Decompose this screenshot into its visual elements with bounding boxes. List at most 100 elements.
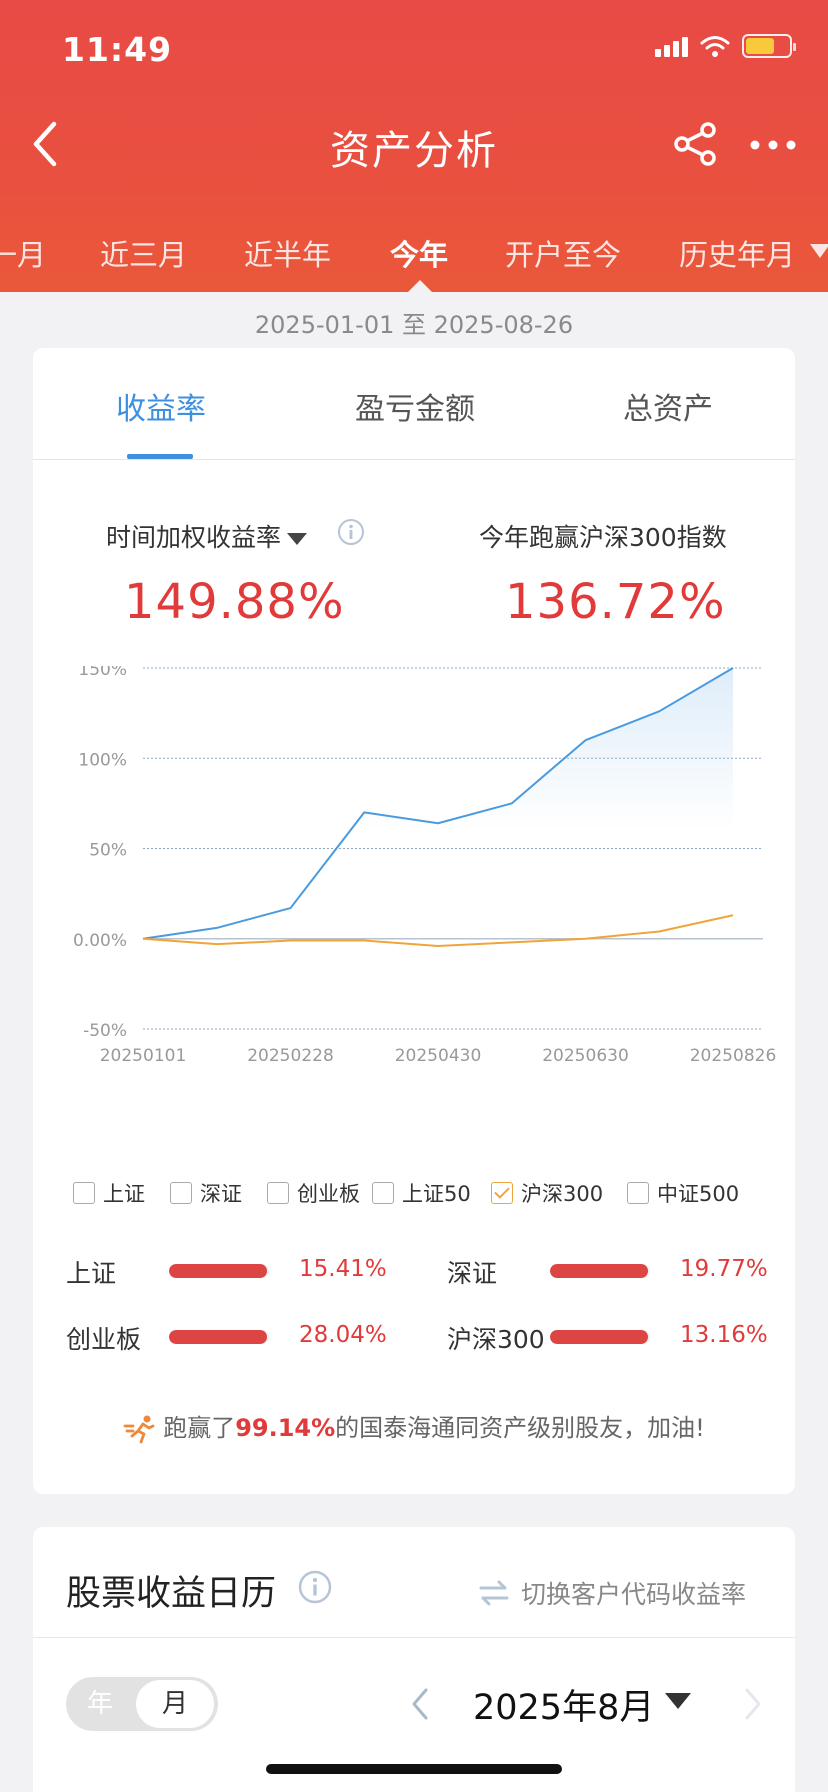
index-row-shenzhen: 深证 19.77% bbox=[447, 1250, 817, 1290]
index-row-chinext: 创业板 28.04% bbox=[66, 1316, 436, 1356]
tab-underline bbox=[127, 454, 193, 459]
checkbox[interactable] bbox=[267, 1182, 289, 1204]
tab-half-year[interactable]: 近半年 bbox=[244, 238, 332, 272]
series-line-csi300 bbox=[142, 914, 734, 947]
x-tick-label: 20250101 bbox=[100, 1046, 187, 1066]
header: 11:49 资产分析 一月 近三月 近半年 今年 开户至今 历史年月 bbox=[0, 0, 828, 292]
switch-code-button[interactable]: 切换客户代码收益率 bbox=[479, 1575, 746, 1611]
series-area bbox=[143, 668, 733, 939]
dropdown-icon bbox=[287, 533, 308, 545]
x-tick-label: 20250826 bbox=[690, 1046, 777, 1066]
x-tick-label: 20250630 bbox=[542, 1046, 629, 1066]
more-icon[interactable] bbox=[748, 130, 798, 160]
legend-label: 上证50 bbox=[402, 1182, 471, 1206]
divider bbox=[33, 1637, 795, 1638]
legend-label: 上证 bbox=[103, 1182, 145, 1206]
runner-icon bbox=[123, 1415, 155, 1444]
index-row-csi300: 沪深300 13.16% bbox=[447, 1316, 817, 1356]
legend-item-3[interactable]: 上证50 bbox=[372, 1178, 471, 1208]
checkbox[interactable] bbox=[627, 1182, 649, 1204]
legend-label: 中证500 bbox=[657, 1182, 740, 1206]
period-tabs: 一月 近三月 近半年 今年 开户至今 历史年月 bbox=[0, 232, 828, 280]
y-tick-label: 100% bbox=[78, 750, 127, 770]
legend-item-4[interactable]: 沪深300 bbox=[491, 1178, 603, 1208]
home-indicator bbox=[266, 1764, 562, 1774]
date-range: 2025-01-01 至 2025-08-26 bbox=[254, 311, 574, 339]
tab-this-year[interactable]: 今年 bbox=[390, 238, 449, 272]
index-legend: 上证 深证 创业板 上证50 沪深300 中证500 bbox=[33, 1178, 795, 1218]
active-tab-indicator bbox=[408, 280, 432, 292]
index-name: 深证 bbox=[447, 1259, 498, 1288]
chevron-left-icon[interactable] bbox=[408, 1687, 432, 1721]
y-tick-label: -50% bbox=[83, 1021, 127, 1041]
checkbox[interactable] bbox=[170, 1182, 192, 1204]
info-icon[interactable] bbox=[337, 518, 365, 546]
checkbox[interactable] bbox=[491, 1182, 513, 1204]
back-icon[interactable] bbox=[26, 118, 66, 170]
index-bar bbox=[169, 1330, 269, 1344]
month-dropdown-icon[interactable] bbox=[665, 1693, 691, 1709]
swap-icon bbox=[479, 1580, 509, 1606]
share-icon[interactable] bbox=[672, 120, 720, 168]
calendar-card: 股票收益日历 切换客户代码收益率 年 月 2025年8月 bbox=[33, 1527, 795, 1792]
beat-message: 跑赢了99.14%的国泰海通同资产级别股友，加油! bbox=[33, 1408, 795, 1444]
index-name: 上证 bbox=[66, 1259, 117, 1288]
tab-history[interactable]: 历史年月 bbox=[679, 238, 796, 272]
series-line-return bbox=[142, 667, 734, 940]
legend-item-5[interactable]: 中证500 bbox=[627, 1178, 739, 1208]
index-bar bbox=[550, 1264, 650, 1278]
tab-three-months[interactable]: 近三月 bbox=[100, 238, 188, 272]
metric-tabs: 收益率 盈亏金额 总资产 bbox=[33, 348, 795, 460]
index-row-shanghai: 上证 15.41% bbox=[66, 1250, 436, 1290]
index-value: 13.16% bbox=[680, 1322, 768, 1348]
legend-item-2[interactable]: 创业板 bbox=[267, 1178, 360, 1208]
x-tick-label: 20250430 bbox=[395, 1046, 482, 1066]
beat-index-value: 136.72% bbox=[505, 574, 726, 630]
status-icons bbox=[655, 34, 796, 58]
x-tick-label: 20250228 bbox=[247, 1046, 334, 1066]
cellular-signal-icon bbox=[655, 35, 688, 57]
legend-label: 创业板 bbox=[297, 1182, 360, 1206]
chevron-right-icon[interactable] bbox=[741, 1687, 765, 1721]
tab-return-rate[interactable]: 收益率 bbox=[116, 392, 206, 427]
switch-code-label: 切换客户代码收益率 bbox=[521, 1580, 747, 1609]
return-type-selector[interactable]: 时间加权收益率 bbox=[106, 518, 308, 554]
returns-card: 收益率 盈亏金额 总资产 时间加权收益率 今年跑赢沪深300指数 149.88%… bbox=[33, 348, 795, 1494]
beat-suffix: 的国泰海通同资产级别股友，加油! bbox=[335, 1414, 705, 1442]
month-option[interactable]: 月 bbox=[136, 1680, 214, 1728]
beat-index-label: 今年跑赢沪深300指数 bbox=[479, 523, 727, 552]
y-tick-label: 50% bbox=[89, 841, 127, 861]
info-icon[interactable] bbox=[297, 1569, 333, 1605]
index-value: 28.04% bbox=[299, 1322, 387, 1348]
return-rate-value: 149.88% bbox=[124, 574, 345, 630]
index-name: 沪深300 bbox=[447, 1325, 545, 1354]
index-value: 19.77% bbox=[680, 1256, 768, 1282]
tab-one-month[interactable]: 一月 bbox=[0, 238, 47, 272]
year-option[interactable]: 年 bbox=[86, 1689, 113, 1719]
checkbox[interactable] bbox=[73, 1182, 95, 1204]
return-type-label: 时间加权收益率 bbox=[106, 523, 282, 552]
index-name: 创业板 bbox=[66, 1325, 142, 1354]
legend-item-1[interactable]: 深证 bbox=[170, 1178, 242, 1208]
beat-prefix: 跑赢了 bbox=[163, 1414, 236, 1442]
battery-icon bbox=[742, 34, 796, 58]
legend-label: 沪深300 bbox=[521, 1182, 604, 1206]
tab-total-assets[interactable]: 总资产 bbox=[623, 392, 713, 427]
history-dropdown-icon[interactable] bbox=[810, 244, 828, 258]
calendar-title: 股票收益日历 bbox=[66, 1574, 277, 1614]
current-month[interactable]: 2025年8月 bbox=[473, 1688, 655, 1728]
legend-item-0[interactable]: 上证 bbox=[73, 1178, 145, 1208]
y-tick-label: 0.00% bbox=[73, 931, 127, 951]
beat-percent: 99.14% bbox=[235, 1414, 336, 1442]
checkbox[interactable] bbox=[372, 1182, 394, 1204]
index-bar bbox=[550, 1330, 650, 1344]
wifi-icon bbox=[700, 36, 730, 57]
index-bar bbox=[169, 1264, 269, 1278]
return-chart[interactable]: 150% 100% 50% 0.00% -50% 20250101 20250228 2025… bbox=[33, 666, 795, 1066]
index-value: 15.41% bbox=[299, 1256, 387, 1282]
year-month-toggle[interactable]: 年 月 bbox=[66, 1677, 218, 1731]
legend-label: 深证 bbox=[200, 1182, 242, 1206]
tab-since-open[interactable]: 开户至今 bbox=[505, 238, 622, 272]
tab-profit-amount[interactable]: 盈亏金额 bbox=[355, 392, 475, 427]
status-time: 11:49 bbox=[62, 30, 173, 69]
